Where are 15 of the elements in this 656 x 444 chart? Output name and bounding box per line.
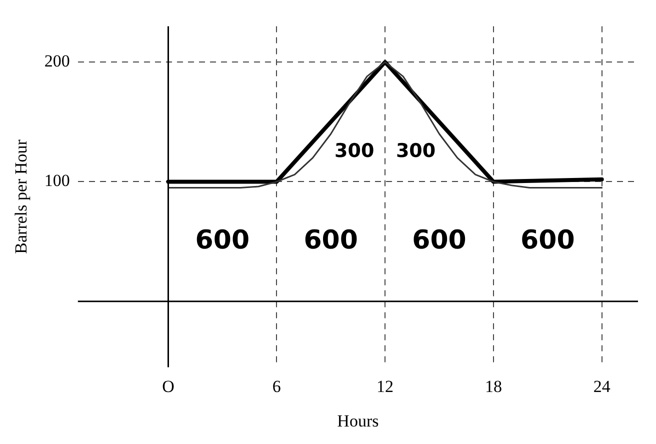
annotation: 600: [412, 225, 466, 256]
x-tick-label: 12: [376, 376, 394, 396]
x-tick-label: 6: [272, 376, 281, 396]
y-tick-label: 100: [44, 171, 70, 190]
annotation: 600: [195, 225, 250, 256]
annotation: 300: [334, 140, 374, 162]
x-tick-label: O: [162, 376, 174, 396]
y-tick-label: 200: [44, 52, 70, 71]
annotation: 600: [304, 225, 358, 256]
annotation: 300: [396, 140, 436, 162]
x-axis-title: Hours: [337, 411, 379, 430]
x-tick-label: 18: [484, 376, 502, 396]
x-tick-label: 24: [593, 376, 611, 396]
y-axis-title: Barrels per Hour: [12, 139, 31, 254]
annotation: 600: [520, 225, 575, 256]
